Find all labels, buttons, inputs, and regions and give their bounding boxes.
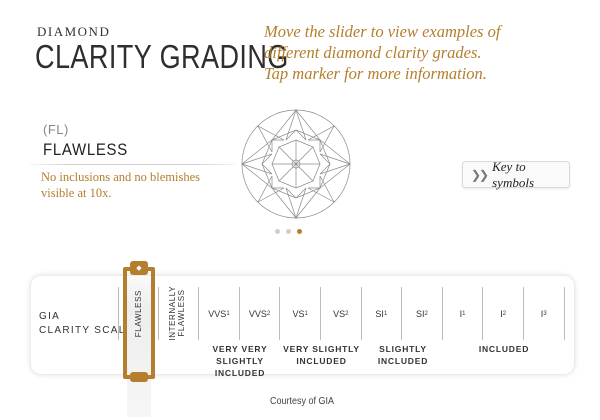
carousel-dot[interactable] xyxy=(275,229,280,234)
instruction-line: Move the slider to view examples of xyxy=(264,22,501,41)
grade-cell-si1[interactable]: SI 1 xyxy=(362,287,403,340)
group-vs: VERY SLIGHTLY INCLUDED xyxy=(281,343,362,367)
scale-label-line1: GIA xyxy=(39,311,61,322)
grade-cell-sub: 2 xyxy=(424,310,428,317)
slider-handle-bottom[interactable] xyxy=(130,372,148,382)
grade-cell-sub: 2 xyxy=(502,310,507,317)
carousel-dot-active[interactable] xyxy=(297,229,302,234)
group-label-line2: SLIGHTLY INCLUDED xyxy=(214,356,266,378)
slider-marker[interactable] xyxy=(123,267,155,379)
clarity-scale-panel xyxy=(31,276,574,374)
slider-handle[interactable]: ◆ xyxy=(130,261,148,275)
grade-cell-label: I xyxy=(500,308,503,319)
grade-cell-label: SI xyxy=(375,308,384,319)
grade-divider xyxy=(30,164,235,165)
grade-cell-sub: 3 xyxy=(543,310,547,317)
slider-grip-icon: ◆ xyxy=(136,265,142,272)
grade-name: FLAWLESS xyxy=(43,140,128,159)
grade-cell-label: INTERNALLY FLAWLESS xyxy=(168,286,187,341)
instruction-line: different diamond clarity grades. xyxy=(264,43,482,62)
diamond-facets xyxy=(240,108,352,220)
group-label-line1: SLIGHTLY INCLUDED xyxy=(377,344,429,366)
grade-cell-sub: 1 xyxy=(383,310,388,317)
carousel-dots xyxy=(275,229,302,237)
grade-code: (FL) xyxy=(43,122,69,137)
grade-cell-vvs2[interactable]: VVS 2 xyxy=(240,287,281,340)
double-chevron-right-icon: ❯❯ xyxy=(471,167,489,182)
grade-cell-label: VS xyxy=(292,308,305,319)
grade-cell-label: SI xyxy=(416,308,425,319)
grade-cell-sub: 1 xyxy=(462,310,466,317)
group-label-line1: VERY SLIGHTLY xyxy=(283,344,360,354)
grade-cell-sub: 1 xyxy=(226,310,230,317)
grade-cell-sub: 2 xyxy=(345,310,349,317)
group-si: SLIGHTLY INCLUDED xyxy=(359,343,447,367)
grade-cell-vs2[interactable]: VS 2 xyxy=(321,287,362,340)
grade-cell-if[interactable]: INTERNALLY FLAWLESS xyxy=(159,286,200,341)
grade-cell-label: VS xyxy=(333,308,346,319)
instructions: Move the slider to view examples of diff… xyxy=(264,21,584,84)
group-vvs: VERY VERY SLIGHTLY INCLUDED xyxy=(199,343,281,379)
grade-cell-vvs1[interactable]: VVS 1 xyxy=(199,287,240,340)
key-to-symbols-label: Key to symbols xyxy=(492,158,534,190)
scale-label: GIA CLARITY SCALE xyxy=(39,310,134,338)
group-label-line1: INCLUDED xyxy=(478,344,530,354)
diamond-illustration[interactable] xyxy=(240,108,352,220)
grade-cell-label: VVS xyxy=(248,308,267,319)
grade-cell-sub: 1 xyxy=(304,310,308,317)
slider-track xyxy=(127,262,151,417)
carousel-dot[interactable] xyxy=(286,229,291,234)
scale-label-line2: CLARITY SCALE xyxy=(39,325,134,336)
page-title: CLARITY GRADING xyxy=(35,38,289,75)
grade-cell-si2[interactable]: SI 2 xyxy=(402,287,443,340)
group-label-line1: VERY VERY xyxy=(212,344,268,354)
group-i: INCLUDED xyxy=(443,343,565,355)
instruction-line: Tap marker for more information. xyxy=(264,64,487,83)
grade-cell-vs1[interactable]: VS 1 xyxy=(280,287,321,340)
group-label-line2: INCLUDED xyxy=(296,356,347,366)
grade-cell-sub: 2 xyxy=(266,310,271,317)
key-to-symbols-button[interactable]: ❯❯ Key to symbols xyxy=(462,158,570,190)
title-kicker: DIAMOND xyxy=(37,24,111,39)
grade-cell-label: VVS xyxy=(208,308,227,319)
courtesy-credit: Courtesy of GIA xyxy=(270,396,335,407)
clarity-cells: FLAWLESS INTERNALLY FLAWLESS VVS 1 VVS 2 V… xyxy=(118,286,565,341)
grade-cell-label: I xyxy=(459,308,463,319)
grade-cell-fl[interactable]: FLAWLESS xyxy=(118,287,159,340)
grade-cell-label: I xyxy=(540,308,544,319)
grade-description: No inclusions and no blemishes visible a… xyxy=(41,170,201,200)
